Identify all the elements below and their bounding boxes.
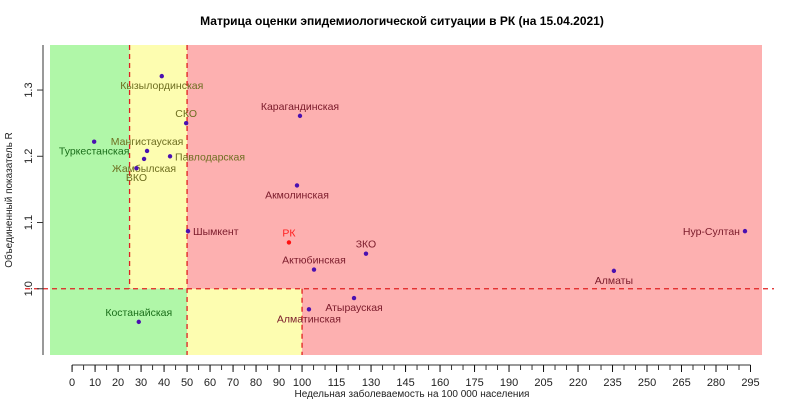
chart-title: Матрица оценки эпидемиологической ситуац… [200,14,604,28]
y-tick-label: 1.0 [23,281,35,296]
x-tick-label: 40 [158,377,170,389]
point-marker [91,139,97,144]
zone-yellow-lower [187,288,303,355]
axes: 0 10 20 30 40 50 60 70 80 90 100 115 130 145 160 175 190… [23,45,760,389]
point-marker [742,228,748,234]
zone-green-upper [50,45,130,289]
point-label: Костанайская [105,307,172,319]
x-tick-label: 205 [534,377,552,389]
x-axis-label: Недельная заболеваемость на 100 000 насе… [295,388,530,400]
point-marker [286,240,292,245]
x-tick-label: 90 [273,377,285,389]
point-label: Алматинская [277,313,341,325]
point-marker [294,183,300,188]
zones [50,45,762,355]
point-marker [136,319,141,325]
x-tick-label: 250 [638,377,656,389]
point-marker [159,73,164,79]
point-label: ВКО [126,172,147,184]
y-axis-label: Объединенный показатель R [3,132,15,268]
x-tick-label: 280 [707,377,725,389]
x-tick-label: 100 [293,377,311,389]
point-marker [311,267,317,272]
point-marker [141,156,147,162]
point-label: СКО [175,108,197,120]
x-tick-label: 30 [135,377,147,389]
point-marker [611,268,617,274]
x-tick-label: 80 [250,377,262,389]
point-marker [134,166,139,171]
point-marker [183,120,189,126]
point-marker [185,228,191,234]
x-tick-label: 0 [69,377,75,389]
point-marker [306,307,312,312]
x-tick-label: 20 [112,377,124,389]
x-tick-label: 235 [603,377,621,389]
x-tick-label: 265 [672,377,690,389]
x-tick-label: 295 [741,377,759,389]
point-label: Мангистауская [111,136,184,148]
y-tick-label: 1.3 [23,82,35,97]
point-marker [144,148,150,154]
x-tick-label: 160 [431,377,449,389]
x-tick-label: 130 [362,377,380,389]
point-label: Нур-Султан [683,226,740,238]
zone-green-lower [50,288,188,355]
point-label: Кызылординская [120,80,203,92]
x-tick-label: 220 [569,377,587,389]
point-label: Шымкент [193,226,239,238]
point-label: Туркестанская [59,146,130,158]
points: Туркестанская Кызылординская СКО Мангистаус… [59,73,748,325]
x-tick-label: 60 [204,377,216,389]
x-tick-label: 145 [396,377,414,389]
x-tick-label: 115 [328,377,346,389]
point-label: Актюбинская [282,255,346,267]
x-tick-label: 175 [465,377,483,389]
point-label: РК [282,227,296,239]
point-label: Павлодарская [175,151,245,163]
x-tick-label: 50 [181,377,193,389]
point-marker [363,251,369,256]
point-label: Акмолинская [265,189,329,201]
y-tick-label: 1.1 [23,215,35,230]
point-label: Атырауская [325,302,382,314]
x-tick-label: 10 [89,377,101,389]
point-label: Алматы [595,275,633,287]
y-tick-label: 1.2 [23,149,35,164]
point-label: Жамбылская [112,163,176,175]
threshold-lines [25,45,774,355]
point-label: Карагандинская [261,101,339,113]
point-label: ЗКО [356,239,377,251]
point-marker [351,295,357,301]
x-tick-label: 70 [227,377,239,389]
point-marker [167,154,173,159]
zone-yellow-upper [129,45,188,289]
point-marker [297,113,303,119]
x-tick-label: 190 [500,377,518,389]
